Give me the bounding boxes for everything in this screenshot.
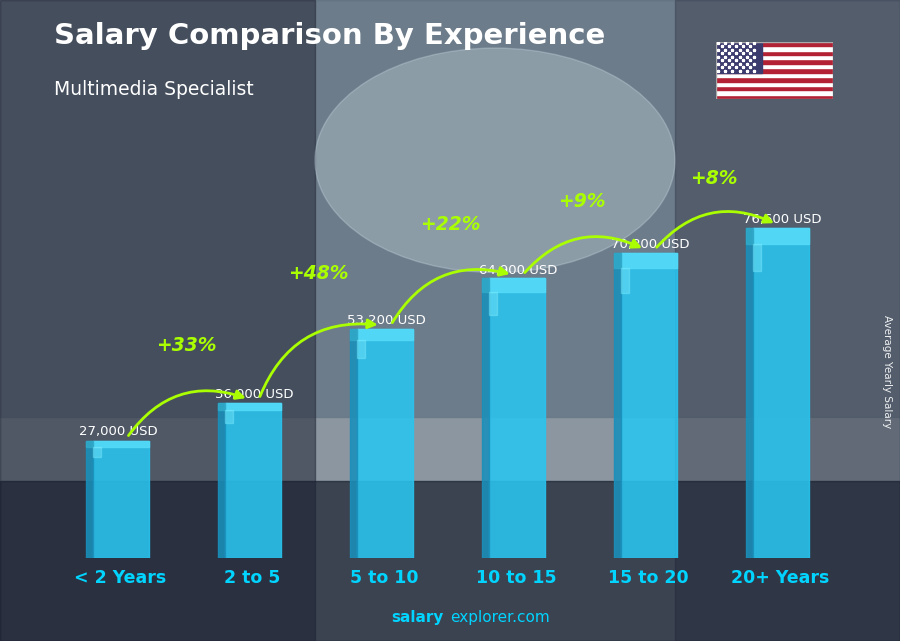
Bar — [93, 442, 148, 447]
Bar — [93, 442, 148, 558]
Text: 64,900 USD: 64,900 USD — [479, 263, 557, 276]
Bar — [482, 278, 489, 292]
Bar — [716, 72, 832, 77]
Text: explorer.com: explorer.com — [450, 610, 550, 625]
Text: salary: salary — [392, 610, 444, 625]
Text: Salary Comparison By Experience: Salary Comparison By Experience — [54, 22, 605, 51]
Bar — [675, 0, 900, 641]
Bar — [746, 228, 752, 244]
Bar — [218, 403, 224, 558]
Bar — [620, 253, 677, 268]
Bar — [489, 278, 544, 558]
Bar — [86, 442, 93, 447]
Bar — [356, 340, 365, 358]
Bar — [716, 90, 832, 95]
Bar — [716, 95, 832, 99]
Bar — [489, 278, 544, 292]
Text: Average Yearly Salary: Average Yearly Salary — [881, 315, 892, 428]
Bar — [716, 42, 762, 72]
Text: 27,000 USD: 27,000 USD — [79, 425, 158, 438]
Text: 53,200 USD: 53,200 USD — [347, 314, 426, 327]
Bar — [716, 46, 832, 51]
Text: +9%: +9% — [558, 192, 606, 211]
Bar — [350, 329, 356, 340]
Bar — [0, 481, 900, 641]
Text: 76,600 USD: 76,600 USD — [743, 213, 822, 226]
Bar — [716, 42, 832, 46]
Bar — [0, 0, 315, 641]
Bar — [752, 228, 809, 558]
Bar — [86, 442, 93, 558]
Bar — [218, 403, 224, 410]
Bar — [614, 253, 620, 558]
Bar — [716, 81, 832, 86]
Text: 70,800 USD: 70,800 USD — [611, 238, 689, 251]
Text: +33%: +33% — [156, 336, 216, 355]
Bar — [224, 410, 233, 423]
Bar — [620, 268, 629, 292]
Bar — [356, 329, 413, 340]
Text: 36,000 USD: 36,000 USD — [215, 388, 293, 401]
Bar — [752, 244, 761, 271]
Bar — [224, 403, 281, 558]
Bar — [746, 228, 752, 558]
Bar — [716, 86, 832, 90]
Bar — [93, 447, 101, 456]
Bar — [716, 69, 832, 72]
Bar — [0, 0, 900, 417]
Bar — [614, 253, 620, 268]
Bar — [716, 55, 832, 60]
Bar — [716, 51, 832, 55]
Text: +48%: +48% — [288, 264, 348, 283]
Bar — [716, 64, 832, 69]
Text: +22%: +22% — [419, 215, 481, 235]
Bar — [489, 292, 497, 315]
Bar — [350, 329, 356, 558]
Ellipse shape — [315, 48, 675, 272]
Bar — [224, 403, 281, 410]
Text: +8%: +8% — [690, 169, 738, 188]
Bar — [752, 228, 809, 244]
Bar — [482, 278, 489, 558]
Text: Multimedia Specialist: Multimedia Specialist — [54, 80, 254, 99]
Bar — [716, 60, 832, 64]
Bar — [356, 329, 413, 558]
Bar — [716, 77, 832, 81]
Bar — [620, 253, 677, 558]
